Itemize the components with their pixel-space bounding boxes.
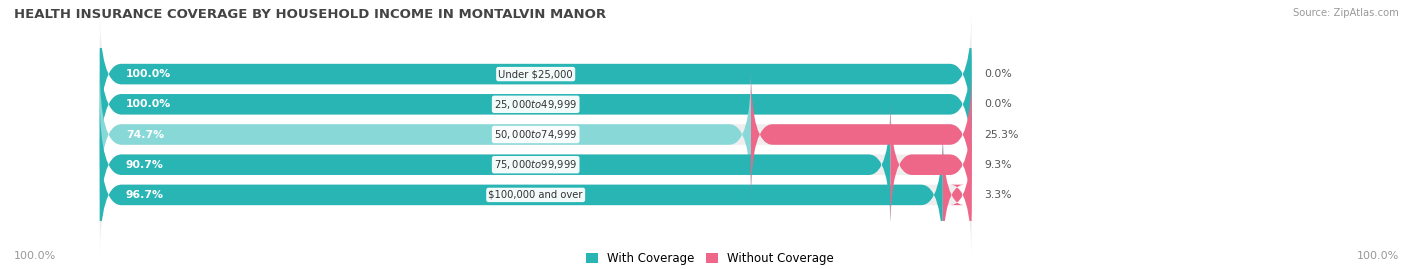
Text: HEALTH INSURANCE COVERAGE BY HOUSEHOLD INCOME IN MONTALVIN MANOR: HEALTH INSURANCE COVERAGE BY HOUSEHOLD I… <box>14 8 606 21</box>
Text: Source: ZipAtlas.com: Source: ZipAtlas.com <box>1294 8 1399 18</box>
Text: 9.3%: 9.3% <box>984 160 1012 170</box>
FancyBboxPatch shape <box>100 9 972 139</box>
FancyBboxPatch shape <box>890 100 972 230</box>
Text: 100.0%: 100.0% <box>1357 251 1399 261</box>
FancyBboxPatch shape <box>100 100 890 230</box>
FancyBboxPatch shape <box>751 69 972 200</box>
Text: $100,000 and over: $100,000 and over <box>488 190 583 200</box>
FancyBboxPatch shape <box>100 130 972 260</box>
FancyBboxPatch shape <box>100 100 972 230</box>
Text: $75,000 to $99,999: $75,000 to $99,999 <box>494 158 578 171</box>
Text: Under $25,000: Under $25,000 <box>498 69 574 79</box>
Text: $25,000 to $49,999: $25,000 to $49,999 <box>494 98 578 111</box>
Text: 0.0%: 0.0% <box>984 69 1012 79</box>
Text: 0.0%: 0.0% <box>984 99 1012 109</box>
FancyBboxPatch shape <box>100 39 972 169</box>
Text: 25.3%: 25.3% <box>984 129 1019 140</box>
Text: $50,000 to $74,999: $50,000 to $74,999 <box>494 128 578 141</box>
FancyBboxPatch shape <box>100 69 751 200</box>
Text: 74.7%: 74.7% <box>127 129 165 140</box>
Text: 90.7%: 90.7% <box>127 160 165 170</box>
Text: 3.3%: 3.3% <box>984 190 1012 200</box>
Text: 100.0%: 100.0% <box>127 69 172 79</box>
Legend: With Coverage, Without Coverage: With Coverage, Without Coverage <box>581 247 839 269</box>
FancyBboxPatch shape <box>100 9 972 139</box>
Text: 100.0%: 100.0% <box>14 251 56 261</box>
Text: 96.7%: 96.7% <box>127 190 165 200</box>
FancyBboxPatch shape <box>100 69 972 200</box>
FancyBboxPatch shape <box>100 130 943 260</box>
Text: 100.0%: 100.0% <box>127 99 172 109</box>
FancyBboxPatch shape <box>943 130 972 260</box>
FancyBboxPatch shape <box>100 39 972 169</box>
